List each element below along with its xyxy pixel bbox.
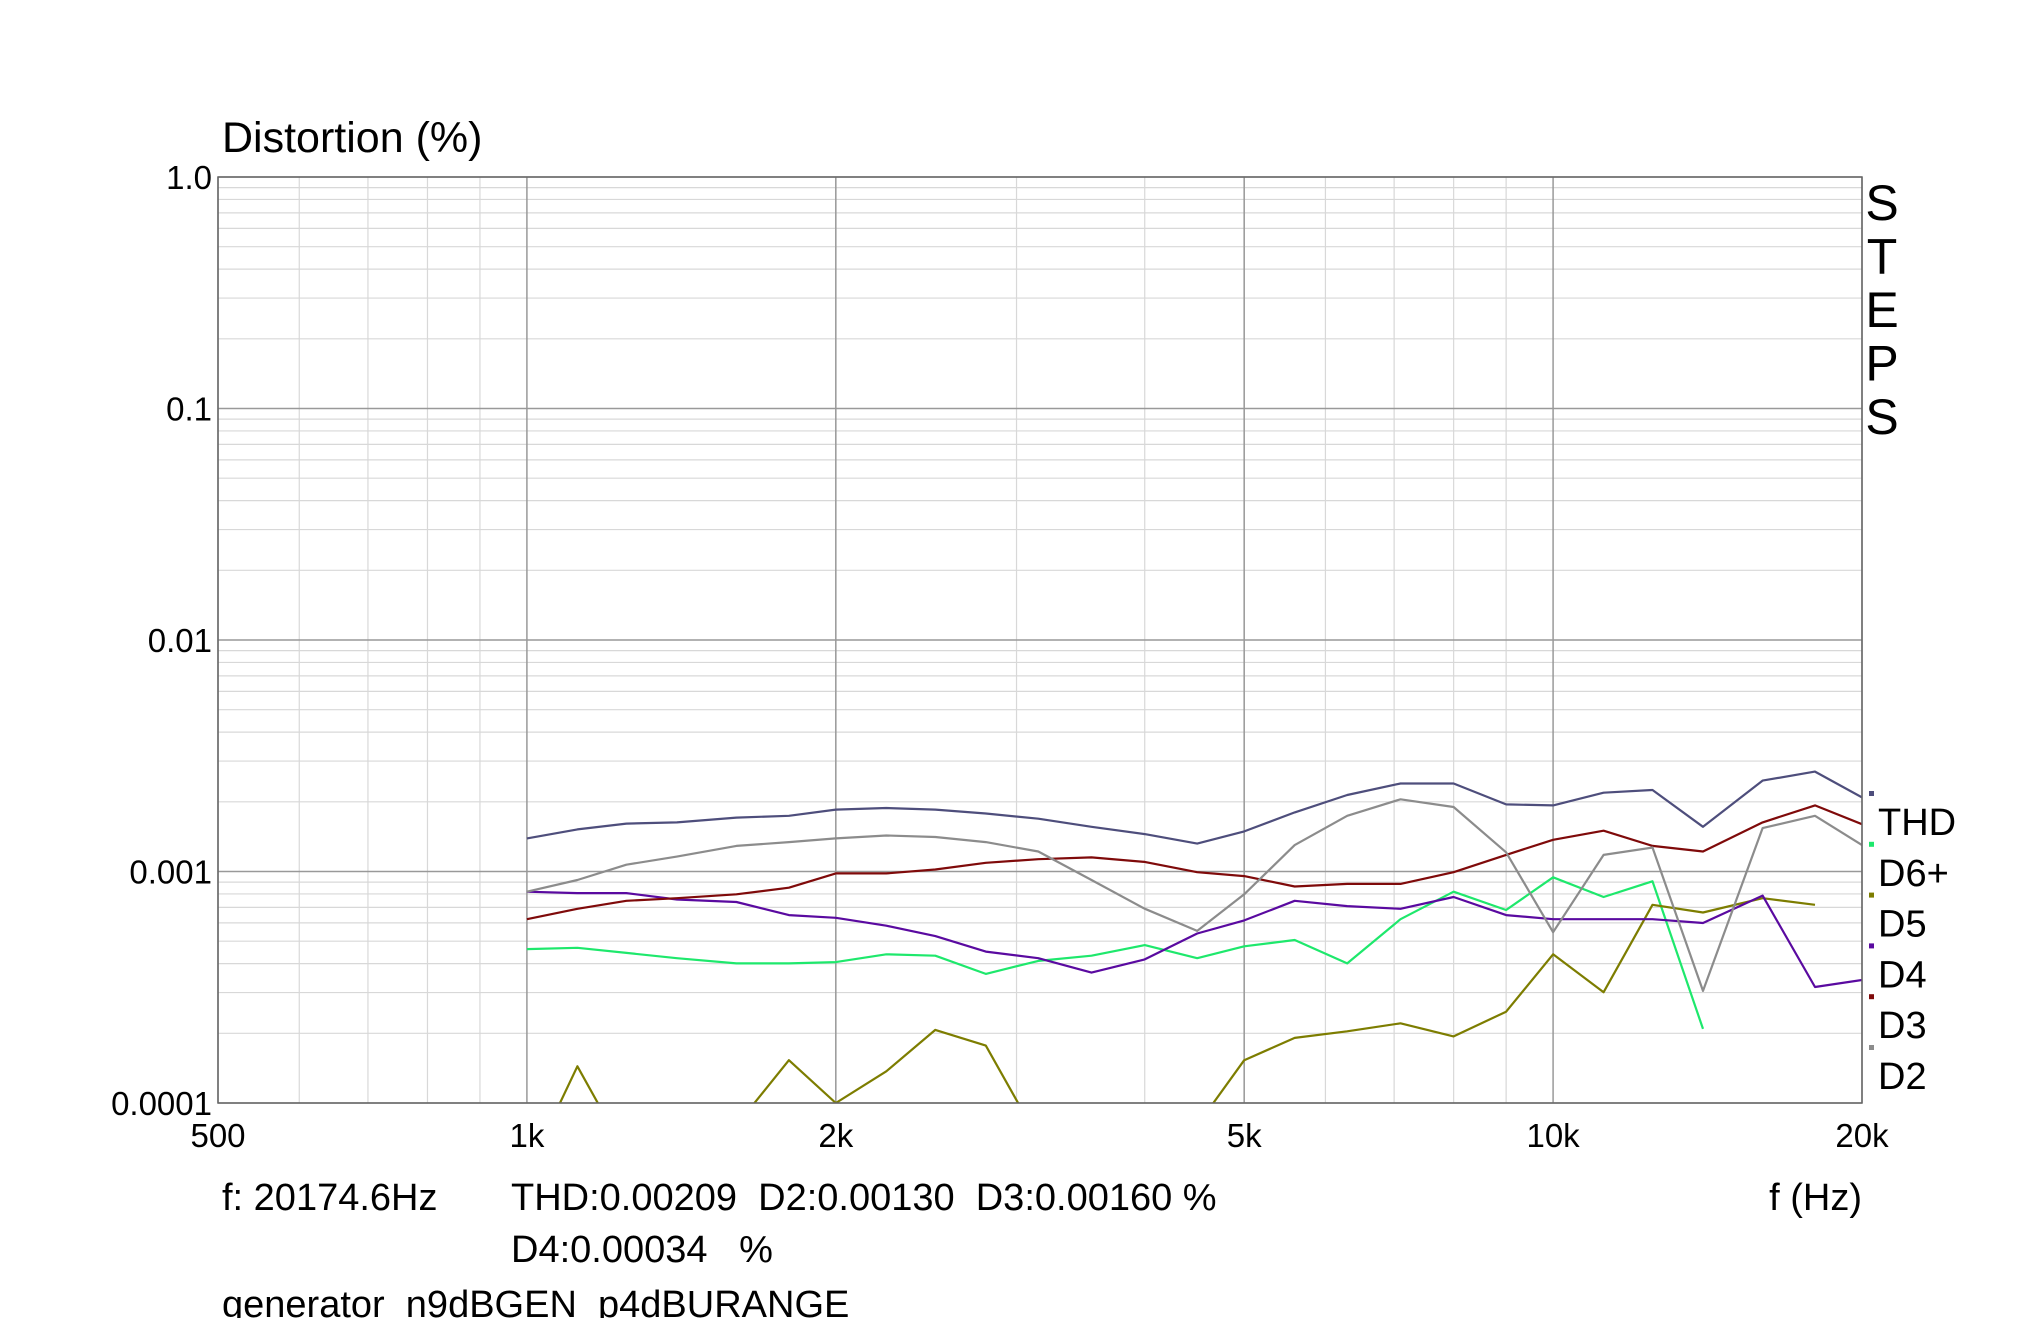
footer-text: generator_n9dBGEN_p4dBURANGE [222,1284,849,1318]
x-tick-label: 2k [818,1117,853,1154]
legend-label: D6+ [1878,853,1949,895]
x-tick-label: 1k [509,1117,544,1154]
side-label-letter: S [1865,175,1898,231]
side-label-letter: T [1867,229,1898,285]
legend-label: THD [1878,802,1956,844]
legend-label: D5 [1878,904,1927,946]
readout-line: D4:0.00034 % [511,1229,773,1271]
readout-frequency: f: 20174.6Hz [222,1177,437,1219]
y-tick-label: 0.0001 [111,1085,212,1122]
series-line [526,798,1862,992]
plot-lines [526,770,1862,1103]
legend-swatch [1869,943,1874,949]
series-line [526,804,1862,921]
side-label-letter: E [1865,282,1898,338]
legend-swatch [1869,892,1874,898]
side-label-letter: P [1865,336,1898,392]
chart-title: Distortion (%) [222,114,482,162]
series-line [558,897,1816,1103]
x-tick-label: 5k [1227,1117,1262,1154]
legend-swatch [1869,1045,1874,1050]
x-tick-label: 20k [1835,1117,1889,1154]
x-axis-label: f (Hz) [1769,1177,1862,1219]
legend-swatch [1869,994,1874,1000]
y-tick-label: 0.001 [129,854,212,891]
legend-swatch [1869,841,1874,847]
legend-label: D4 [1878,954,1927,996]
x-tick-label: 10k [1526,1117,1580,1154]
series-line [526,890,1862,989]
series-line [526,876,1705,1030]
legend-label: D2 [1878,1056,1927,1098]
grid [217,176,1863,1104]
x-tick-label: 500 [190,1117,245,1154]
readout-line: THD:0.00209 D2:0.00130 D3:0.00160 % [511,1177,1217,1219]
legend-label: D3 [1878,1005,1927,1047]
plot-frame [217,176,1863,1104]
series-line [526,770,1862,845]
side-label-letter: S [1865,389,1898,445]
y-tick-label: 0.1 [166,391,212,428]
y-tick-label: 0.01 [148,622,212,659]
legend-swatch [1869,791,1874,796]
y-tick-label: 1.0 [166,159,212,196]
